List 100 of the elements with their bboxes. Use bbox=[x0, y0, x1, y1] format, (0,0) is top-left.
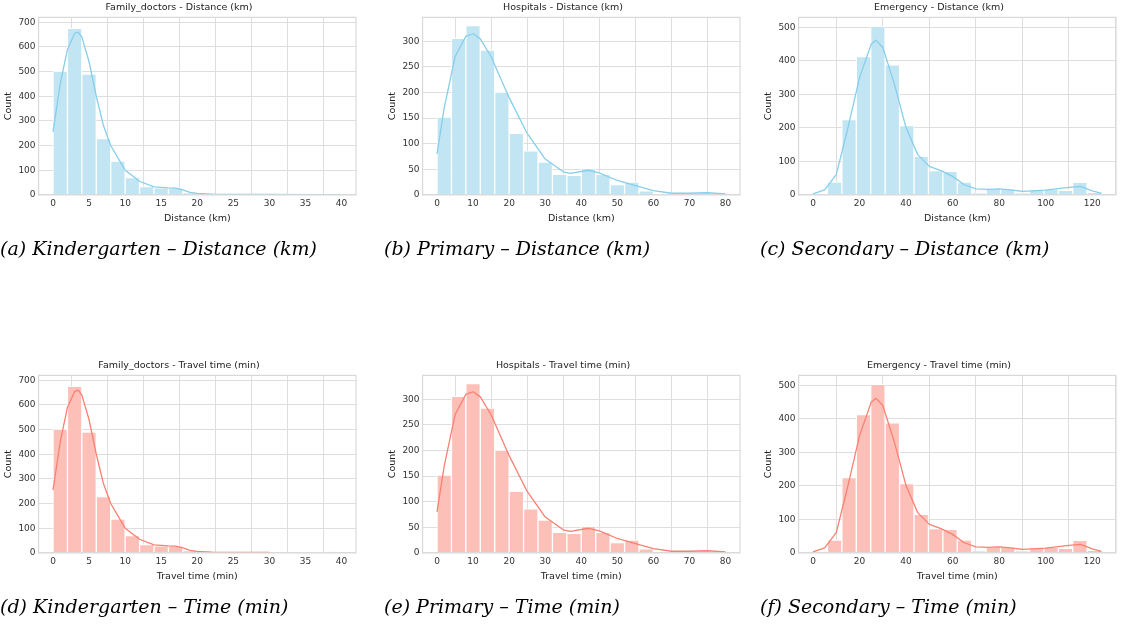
y-tick-label: 250 bbox=[402, 419, 420, 430]
y-tick-label: 500 bbox=[18, 423, 36, 434]
y-tick-label: 50 bbox=[408, 521, 420, 532]
x-tick-label: 40 bbox=[900, 197, 913, 208]
y-tick-label: 100 bbox=[402, 496, 420, 507]
x-axis-title: Distance (km) bbox=[923, 211, 991, 223]
y-tick-label: 150 bbox=[402, 470, 420, 481]
x-tick-label: 80 bbox=[719, 555, 732, 566]
x-tick-label: 70 bbox=[683, 555, 696, 566]
y-tick-label: 200 bbox=[18, 497, 36, 508]
y-tick-label: 500 bbox=[778, 379, 796, 390]
x-tick-label: 0 bbox=[810, 555, 817, 566]
y-tick-label: 100 bbox=[18, 164, 36, 175]
x-tick-label: 0 bbox=[434, 197, 441, 208]
y-tick-label: 700 bbox=[18, 374, 36, 385]
y-tick-label: 200 bbox=[402, 444, 420, 455]
y-axis-title: Count bbox=[762, 91, 774, 121]
x-tick-label: 25 bbox=[227, 197, 240, 208]
y-axis-title: Count bbox=[2, 91, 14, 121]
x-tick-label: 40 bbox=[335, 197, 348, 208]
x-tick-label: 35 bbox=[299, 197, 312, 208]
x-tick-label: 80 bbox=[719, 197, 732, 208]
x-tick-label: 80 bbox=[993, 197, 1006, 208]
x-tick-label: 20 bbox=[503, 555, 516, 566]
y-axis-title: Count bbox=[762, 449, 774, 479]
y-tick-label: 500 bbox=[778, 21, 796, 32]
y-tick-label: 100 bbox=[402, 138, 420, 149]
x-tick-label: 30 bbox=[539, 197, 552, 208]
x-tick-label: 30 bbox=[539, 555, 552, 566]
text: (b) Primary – Distance (km) bbox=[384, 237, 652, 259]
y-tick-label: 300 bbox=[778, 88, 796, 99]
y-tick-label: 50 bbox=[408, 163, 420, 174]
x-axis-title: Distance (km) bbox=[547, 211, 615, 223]
x-axis-title: Distance (km) bbox=[163, 211, 231, 223]
x-tick-label: 20 bbox=[853, 197, 866, 208]
y-tick-label: 0 bbox=[789, 547, 796, 558]
x-tick-label: 120 bbox=[1083, 197, 1102, 208]
chart-title: Hospitals - Distance (km) bbox=[503, 1, 623, 13]
x-tick-label: 10 bbox=[119, 197, 132, 208]
x-tick-label: 30 bbox=[263, 555, 276, 566]
chart-title: Emergency - Distance (km) bbox=[874, 1, 1004, 13]
y-tick-label: 300 bbox=[402, 393, 420, 404]
chart-title: Hospitals - Travel time (min) bbox=[495, 359, 631, 371]
x-tick-label: 40 bbox=[575, 197, 588, 208]
y-tick-label: 200 bbox=[18, 139, 36, 150]
y-tick-label: 150 bbox=[402, 112, 420, 123]
text: (d) Kindergarten – Time (min) bbox=[0, 595, 290, 617]
y-tick-label: 600 bbox=[18, 41, 36, 52]
x-axis-title: Travel time (min) bbox=[539, 569, 622, 581]
y-tick-label: 100 bbox=[18, 522, 36, 533]
y-tick-label: 600 bbox=[18, 399, 36, 410]
y-tick-label: 100 bbox=[778, 513, 796, 524]
x-tick-label: 50 bbox=[611, 197, 624, 208]
y-tick-label: 200 bbox=[778, 122, 796, 133]
y-tick-label: 100 bbox=[778, 155, 796, 166]
y-tick-label: 500 bbox=[18, 65, 36, 76]
x-tick-label: 40 bbox=[900, 555, 913, 566]
y-tick-label: 400 bbox=[18, 448, 36, 459]
x-tick-label: 60 bbox=[647, 197, 660, 208]
y-tick-label: 0 bbox=[29, 189, 36, 200]
y-tick-label: 400 bbox=[778, 413, 796, 424]
chart-title: Family_doctors - Distance (km) bbox=[105, 1, 253, 13]
x-tick-label: 40 bbox=[335, 555, 348, 566]
x-axis-title: Travel time (min) bbox=[155, 569, 238, 581]
x-axis-title: Travel time (min) bbox=[915, 569, 998, 581]
x-tick-label: 10 bbox=[467, 555, 480, 566]
y-tick-label: 400 bbox=[778, 55, 796, 66]
y-tick-label: 200 bbox=[778, 480, 796, 491]
x-tick-label: 100 bbox=[1037, 555, 1055, 566]
y-tick-label: 0 bbox=[413, 189, 420, 200]
x-tick-label: 40 bbox=[575, 555, 588, 566]
text: (a) Kindergarten – Distance (km) bbox=[0, 237, 318, 259]
x-tick-label: 10 bbox=[467, 197, 480, 208]
x-tick-label: 70 bbox=[683, 197, 696, 208]
x-tick-label: 0 bbox=[50, 197, 57, 208]
text: (f) Secondary – Time (min) bbox=[760, 595, 1018, 617]
x-tick-label: 25 bbox=[227, 555, 240, 566]
x-tick-label: 120 bbox=[1083, 555, 1102, 566]
x-tick-label: 5 bbox=[86, 555, 92, 566]
text: (c) Secondary – Distance (km) bbox=[760, 237, 1051, 259]
x-tick-label: 5 bbox=[86, 197, 92, 208]
y-tick-label: 300 bbox=[18, 473, 36, 484]
y-tick-label: 0 bbox=[789, 189, 796, 200]
x-tick-label: 50 bbox=[611, 555, 624, 566]
y-tick-label: 300 bbox=[778, 446, 796, 457]
text: (e) Primary – Time (min) bbox=[384, 595, 621, 617]
x-tick-label: 60 bbox=[946, 197, 959, 208]
x-tick-label: 0 bbox=[434, 555, 441, 566]
x-tick-label: 15 bbox=[155, 555, 167, 566]
x-tick-label: 60 bbox=[946, 555, 959, 566]
y-tick-label: 200 bbox=[402, 86, 420, 97]
y-tick-label: 0 bbox=[413, 547, 420, 558]
chart-title: Family_doctors - Travel time (min) bbox=[98, 359, 260, 371]
x-tick-label: 100 bbox=[1037, 197, 1055, 208]
y-axis-title: Count bbox=[386, 91, 398, 121]
x-tick-label: 0 bbox=[810, 197, 817, 208]
chart-title: Emergency - Travel time (min) bbox=[866, 359, 1012, 371]
x-tick-label: 20 bbox=[191, 555, 204, 566]
y-tick-label: 700 bbox=[18, 16, 36, 27]
y-axis-title: Count bbox=[2, 449, 14, 479]
